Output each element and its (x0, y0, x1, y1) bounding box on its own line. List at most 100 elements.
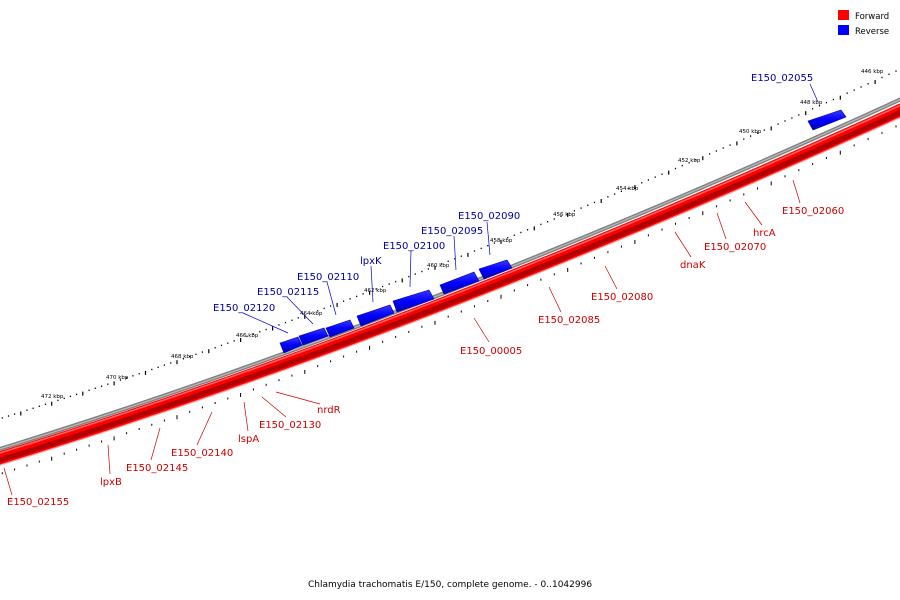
gene-e150-02120-shape[interactable] (279, 336, 303, 354)
gene-label[interactable]: E150_02110 (297, 272, 359, 283)
scale-label: 466 kbp (236, 333, 259, 339)
gene-e150-02055-shape[interactable] (807, 109, 847, 131)
scale-tick (770, 181, 772, 186)
scale-tick (895, 70, 897, 72)
scale-tick (661, 228, 663, 231)
scale-tick (812, 108, 814, 110)
scale-tick (151, 368, 153, 371)
legend-reverse-swatch (838, 25, 849, 35)
forward-leaders (3, 179, 801, 496)
scale-tick (63, 452, 65, 455)
scale-tick (487, 300, 489, 302)
gene-label[interactable]: E150_02145 (126, 463, 188, 474)
scale-tick (151, 423, 153, 426)
scale-tick (14, 413, 16, 415)
scale-tick (69, 395, 71, 398)
reverse-genes (279, 109, 847, 354)
scale-tick (388, 283, 390, 285)
scale-label: 450 kbp (739, 129, 762, 135)
gene-label[interactable]: E150_02100 (383, 241, 445, 252)
scale-tick (170, 362, 172, 364)
gene-label[interactable]: E150_02155 (7, 497, 69, 508)
gene-label[interactable]: E150_02120 (213, 303, 275, 314)
gene-lpxk-shape[interactable] (356, 304, 395, 327)
legend: Forward Reverse (838, 10, 889, 37)
scale-tick (825, 156, 827, 159)
gene-label[interactable]: E150_02085 (538, 315, 600, 326)
gene-label[interactable]: E150_02080 (591, 292, 653, 303)
gene-e150-02095-shape[interactable] (439, 271, 480, 295)
scale-tick (573, 210, 575, 212)
gene-e150-02110-shape[interactable] (325, 319, 355, 338)
gene-label[interactable]: E150_02130 (259, 420, 321, 431)
scale-tick (600, 199, 602, 203)
gene-label[interactable]: E150_02070 (704, 242, 766, 253)
scale-tick (214, 402, 216, 404)
scale-tick (57, 399, 59, 402)
scale-tick (839, 95, 841, 100)
scale-tick (189, 355, 191, 358)
scale-tick (784, 120, 786, 122)
scale-tick (756, 132, 759, 134)
scale-tick (408, 330, 410, 333)
scale-tick (770, 126, 772, 131)
scale-tick (375, 288, 377, 290)
scale-tick (310, 312, 312, 314)
scale-tick (507, 237, 509, 239)
gene-e150-02115-shape[interactable] (298, 327, 329, 346)
scale-tick (473, 250, 476, 252)
scale-label: 470 kbp (106, 375, 129, 381)
scale-tick (812, 163, 814, 166)
scale-tick (729, 144, 731, 146)
scale-label: 460 kbp (427, 263, 450, 269)
gene-label[interactable]: E150_02090 (458, 211, 520, 222)
scale-ticks (1, 70, 897, 475)
gene-label[interactable]: E150_00005 (460, 346, 522, 357)
gene-label[interactable]: E150_02095 (421, 226, 483, 237)
gene-e150-02090-shape[interactable] (478, 259, 513, 280)
scale-tick (688, 162, 690, 164)
gene-label[interactable]: lspA (238, 434, 259, 445)
scale-tick (750, 135, 752, 137)
scale-tick (647, 179, 649, 181)
scale-label: 446 kbp (861, 69, 884, 75)
scale-tick (447, 260, 449, 262)
scale-tick (627, 187, 629, 190)
gene-label[interactable]: hrcA (753, 228, 776, 239)
scale-tick (336, 302, 338, 307)
scale-tick (421, 325, 423, 328)
gene-label[interactable]: E150_02115 (257, 287, 319, 298)
scale-tick (587, 204, 589, 206)
scale-tick (356, 295, 358, 298)
scale-tick (76, 448, 78, 451)
scale-tick (715, 205, 717, 208)
scale-tick (297, 317, 299, 319)
gene-label[interactable]: E150_02060 (782, 206, 844, 217)
scale-tick (500, 239, 502, 244)
scale-label: 464 kbp (300, 311, 323, 317)
scale-tick (729, 199, 731, 202)
scale-tick (233, 340, 235, 342)
scale-tick (163, 419, 165, 422)
scale-tick (94, 387, 96, 389)
scale-tick (467, 252, 469, 257)
scale-tick (126, 432, 128, 435)
scale-tick (784, 175, 786, 178)
scale-tick (427, 268, 429, 270)
scale-tick (343, 300, 345, 302)
scale-label: 454 kbp (616, 186, 639, 192)
scale-tick (14, 468, 16, 471)
gene-label[interactable]: E150_02140 (171, 448, 233, 459)
gene-label[interactable]: dnaK (680, 260, 706, 271)
scale-tick (119, 379, 121, 381)
gene-label[interactable]: E150_02055 (751, 73, 813, 84)
scale-tick (441, 263, 443, 265)
gene-label[interactable]: lpxK (360, 256, 382, 267)
gene-label[interactable]: nrdR (317, 405, 341, 416)
scale-tick (88, 389, 90, 391)
gene-label[interactable]: lpxB (100, 477, 122, 488)
scale-tick (1, 472, 3, 475)
forward-strand-shade (0, 109, 900, 463)
scale-tick (593, 201, 596, 204)
gene-e150-02100-shape[interactable] (392, 289, 435, 313)
